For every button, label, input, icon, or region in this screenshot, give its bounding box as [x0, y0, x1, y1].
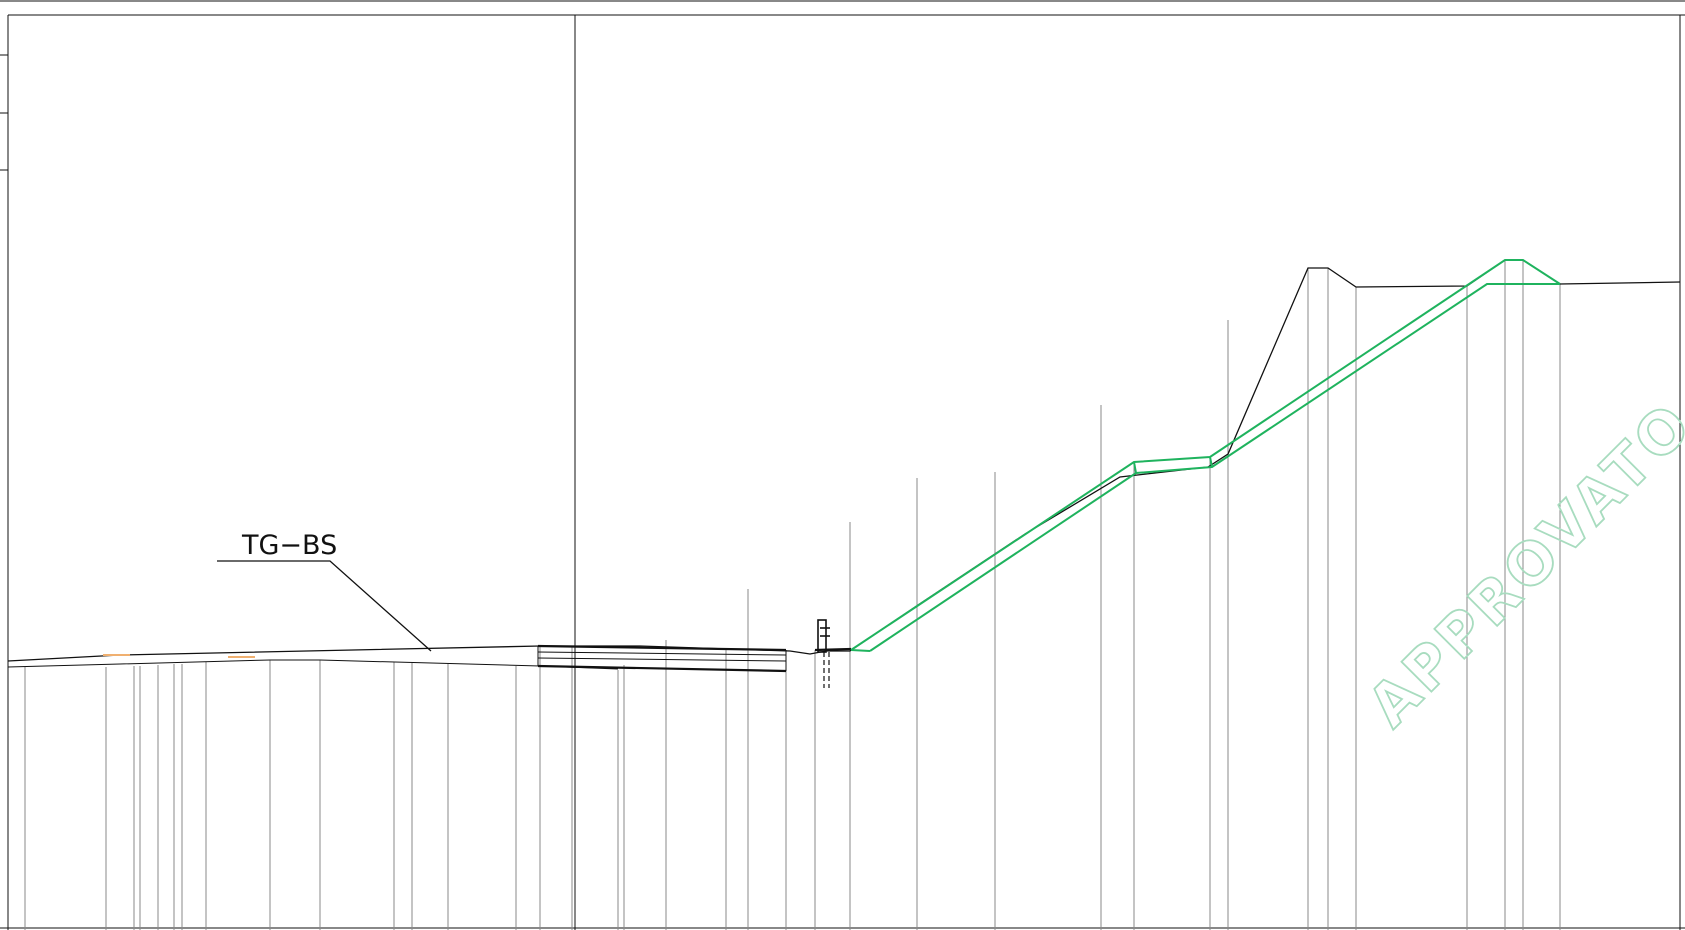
design-profile-joint [1209, 456, 1213, 468]
pavement-layers [537, 644, 787, 673]
pavement-layer [537, 651, 787, 656]
railing-post-symbol [814, 619, 852, 688]
design-profile-top [850, 259, 1561, 651]
label-leader-line [217, 560, 432, 652]
station-lines [24, 260, 1561, 930]
design-profile-toe [850, 649, 871, 652]
design-profile-joint [1133, 461, 1137, 474]
substrate-line [7, 659, 619, 670]
design-profile [850, 259, 1561, 652]
section-label: TG−BS [241, 530, 337, 561]
post-base [814, 647, 852, 652]
pavement-bottom [537, 664, 787, 673]
existing-ground-line [7, 259, 1681, 662]
pavement-top [537, 644, 787, 652]
pavement-layer [537, 657, 787, 662]
